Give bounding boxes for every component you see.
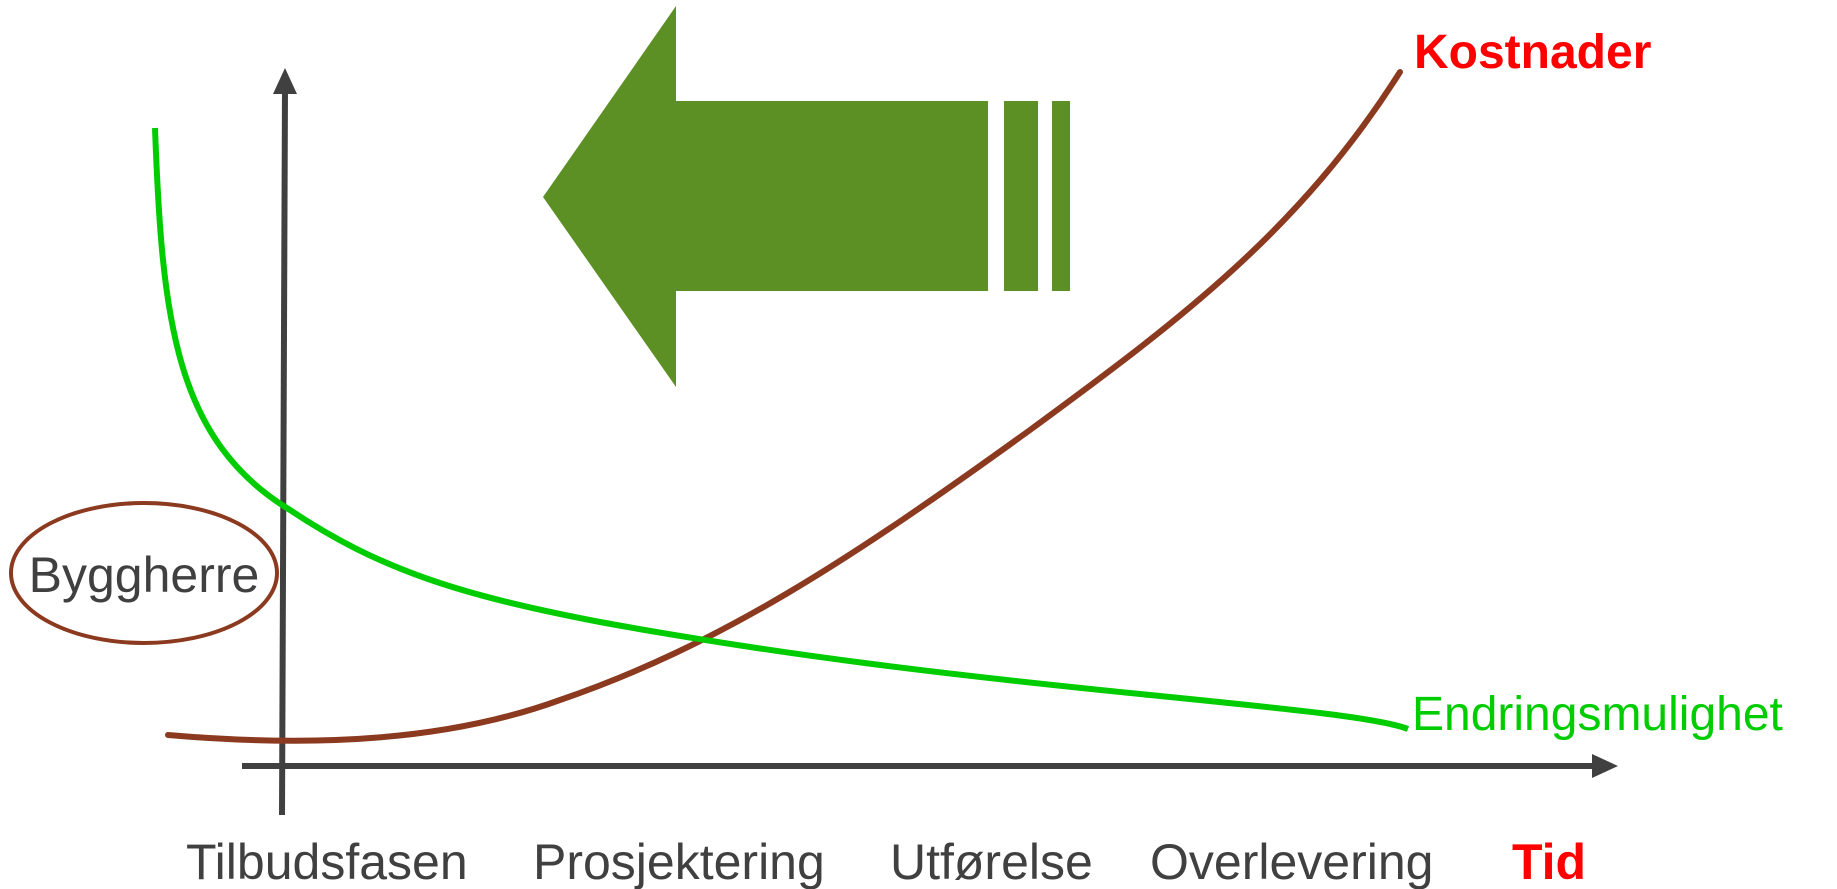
phase-label-2: Utførelse: [890, 834, 1093, 889]
change-curve: [152, 127, 1410, 732]
x-axis: [242, 754, 1618, 778]
phase-label-1: Prosjektering: [533, 834, 825, 889]
costs-curve: [165, 69, 1403, 744]
phase-label-3: Overlevering: [1150, 834, 1433, 889]
costs-series-label: Kostnader: [1414, 26, 1651, 79]
change-series-label: Endringsmulighet: [1412, 688, 1783, 741]
x-axis-end-label: Tid: [1512, 834, 1586, 889]
phase-label-0: Tilbudsfasen: [186, 834, 468, 889]
left-arrow-icon: [543, 6, 1070, 387]
actor-label: Byggherre: [29, 547, 260, 603]
y-axis: [273, 68, 297, 816]
actor-outline: [9, 501, 279, 645]
